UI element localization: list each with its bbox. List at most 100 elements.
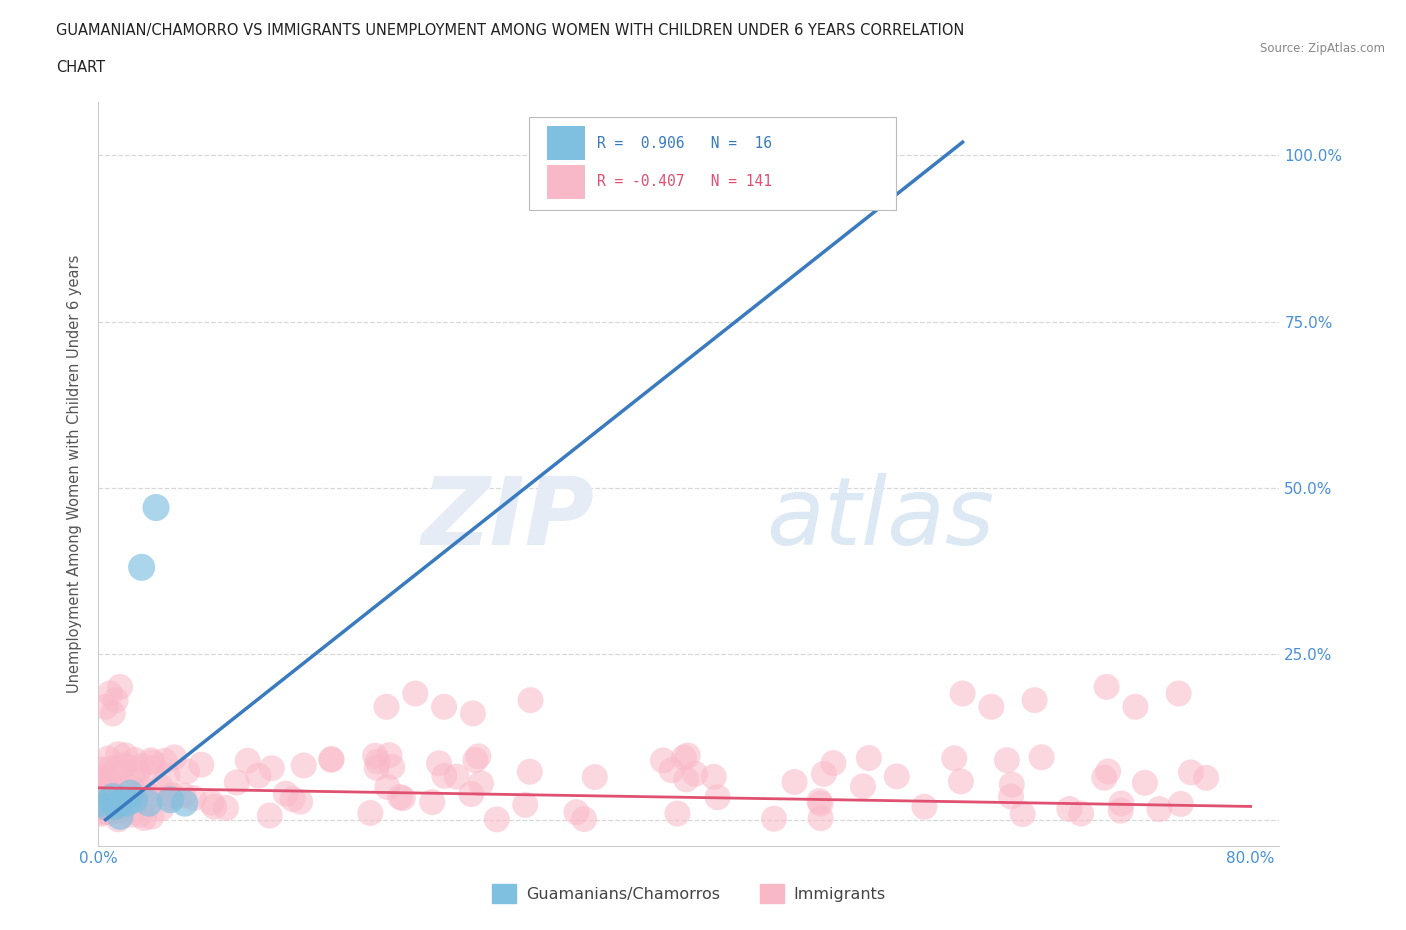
Point [176, 764, 198, 778]
Point [378, 748, 401, 763]
Point [132, 811, 155, 826]
Point [108, 809, 131, 824]
Point [470, 776, 492, 790]
Point [1031, 750, 1053, 764]
Point [375, 779, 398, 794]
Point [980, 699, 1002, 714]
Point [259, 808, 281, 823]
Point [519, 693, 541, 708]
Point [108, 680, 131, 695]
Point [236, 753, 259, 768]
Point [89, 787, 111, 802]
Point [141, 809, 163, 824]
Point [107, 747, 129, 762]
Point [565, 804, 588, 819]
Point [120, 807, 142, 822]
Point [120, 786, 142, 801]
Point [460, 787, 482, 802]
Point [519, 764, 541, 779]
Point [145, 500, 167, 515]
Point [364, 749, 387, 764]
Point [108, 764, 131, 778]
Point [1180, 765, 1202, 780]
Point [572, 812, 595, 827]
Point [94, 804, 117, 819]
Point [156, 768, 179, 783]
Point [121, 781, 143, 796]
Point [87, 796, 110, 811]
Point [666, 806, 689, 821]
Point [150, 779, 173, 794]
Point [94, 699, 117, 714]
Point [153, 753, 176, 768]
Point [672, 751, 695, 765]
Point [108, 803, 131, 817]
Point [515, 797, 537, 812]
Point [1070, 806, 1092, 821]
Point [392, 790, 415, 805]
Point [260, 761, 283, 776]
Point [107, 812, 129, 827]
Point [108, 796, 131, 811]
Text: GUAMANIAN/CHAMORRO VS IMMIGRANTS UNEMPLOYMENT AMONG WOMEN WITH CHILDREN UNDER 6 : GUAMANIAN/CHAMORRO VS IMMIGRANTS UNEMPLO… [56, 23, 965, 38]
Point [404, 686, 426, 701]
Point [433, 768, 456, 783]
Point [1149, 802, 1171, 817]
Y-axis label: Unemployment Among Women with Children Under 6 years: Unemployment Among Women with Children U… [67, 255, 83, 694]
Point [101, 789, 124, 804]
Point [98, 777, 121, 791]
Point [783, 775, 806, 790]
Point [1001, 777, 1024, 792]
Point [131, 560, 153, 575]
Point [157, 790, 180, 805]
Point [912, 799, 935, 814]
Point [367, 754, 389, 769]
Point [1097, 764, 1119, 779]
FancyBboxPatch shape [530, 117, 896, 210]
Text: R = -0.407   N = 141: R = -0.407 N = 141 [596, 175, 772, 190]
Point [98, 792, 121, 807]
Point [124, 752, 146, 767]
Point [163, 750, 186, 764]
Point [127, 764, 149, 779]
Point [446, 769, 468, 784]
Point [1024, 693, 1046, 708]
Point [225, 775, 247, 790]
FancyBboxPatch shape [547, 165, 585, 199]
Point [129, 807, 152, 822]
Point [763, 811, 786, 826]
Point [104, 799, 127, 814]
Point [808, 793, 831, 808]
Point [97, 773, 120, 788]
Point [389, 790, 412, 804]
Point [173, 796, 195, 811]
Point [1000, 789, 1022, 804]
Point [91, 790, 114, 805]
Point [112, 792, 135, 807]
Point [467, 749, 489, 764]
Point [1111, 796, 1133, 811]
Point [114, 758, 136, 773]
Point [375, 699, 398, 714]
Point [290, 794, 312, 809]
Point [381, 760, 404, 775]
Point [461, 706, 484, 721]
Point [142, 761, 165, 776]
Point [129, 759, 152, 774]
Point [366, 761, 388, 776]
Point [676, 748, 699, 763]
Point [683, 766, 706, 781]
Point [98, 771, 121, 786]
Point [810, 796, 832, 811]
Point [101, 706, 124, 721]
Point [150, 801, 173, 816]
Point [215, 801, 238, 816]
Text: Source: ZipAtlas.com: Source: ZipAtlas.com [1260, 42, 1385, 55]
Point [1170, 796, 1192, 811]
Point [124, 792, 146, 807]
Point [183, 790, 205, 805]
Point [1109, 804, 1132, 818]
Point [886, 769, 908, 784]
Point [1059, 802, 1081, 817]
Text: CHART: CHART [56, 60, 105, 75]
